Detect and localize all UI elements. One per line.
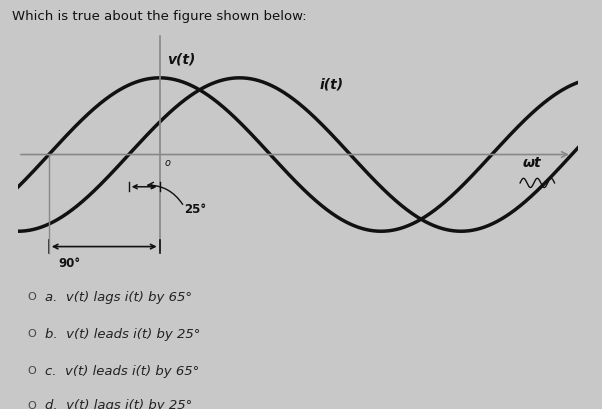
Text: a.  v(t) lags i(t) by 65°: a. v(t) lags i(t) by 65° [45, 290, 192, 303]
Text: 25°: 25° [184, 202, 206, 216]
Text: c.  v(t) leads i(t) by 65°: c. v(t) leads i(t) by 65° [45, 364, 199, 377]
Text: 90°: 90° [58, 256, 81, 269]
Text: O: O [27, 400, 36, 409]
Text: d.  v(t) lags i(t) by 25°: d. v(t) lags i(t) by 25° [45, 398, 193, 409]
Text: ωt: ωt [523, 156, 541, 170]
Text: Which is true about the figure shown below:: Which is true about the figure shown bel… [12, 10, 306, 23]
Text: O: O [27, 292, 36, 301]
Text: v(t): v(t) [167, 52, 195, 66]
Text: o: o [164, 157, 170, 167]
Text: O: O [27, 328, 36, 338]
Text: O: O [27, 365, 36, 375]
Text: i(t): i(t) [320, 77, 344, 91]
Text: b.  v(t) leads i(t) by 25°: b. v(t) leads i(t) by 25° [45, 327, 200, 340]
